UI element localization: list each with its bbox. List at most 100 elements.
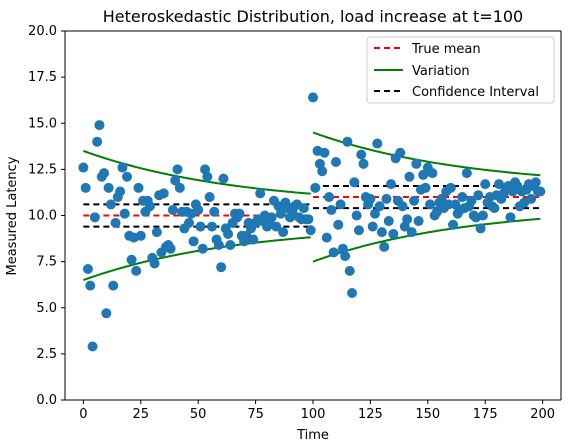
data-point [266, 212, 277, 223]
data-point [172, 164, 183, 175]
data-point [457, 192, 468, 203]
legend-variation-label: Variation [412, 64, 470, 79]
data-point [383, 216, 394, 227]
x-tick-label: 50 [190, 407, 207, 422]
data-point [358, 158, 369, 169]
data-point [158, 188, 169, 199]
data-point [149, 258, 160, 269]
data-point [225, 240, 236, 251]
y-tick-label: 15.0 [28, 116, 57, 131]
data-point [406, 227, 417, 238]
data-point [505, 212, 516, 223]
y-tick-label: 5.0 [36, 301, 57, 316]
data-point [402, 214, 413, 225]
data-point [108, 280, 119, 291]
data-point [184, 217, 194, 228]
data-point [202, 171, 213, 182]
data-point [333, 219, 344, 230]
y-tick-label: 7.5 [36, 255, 57, 270]
data-point [321, 232, 332, 243]
data-point [195, 221, 206, 232]
data-point [167, 204, 178, 215]
y-tick-label: 20.0 [28, 24, 57, 39]
data-point [99, 168, 110, 179]
data-point [370, 208, 380, 219]
data-point [110, 217, 121, 228]
data-point [298, 203, 309, 214]
data-point [535, 186, 546, 197]
data-point [234, 208, 245, 219]
data-point [413, 216, 424, 227]
data-point [365, 193, 376, 204]
data-point [197, 243, 208, 254]
data-point [204, 192, 215, 203]
data-point [404, 171, 415, 182]
y-axis-label: Measured Latency [5, 156, 20, 275]
data-point [133, 182, 144, 193]
y-tick-label: 17.5 [28, 70, 57, 85]
data-point [330, 156, 341, 167]
x-tick-label: 150 [415, 407, 440, 422]
data-point [317, 166, 328, 177]
data-point [87, 341, 98, 352]
data-point [206, 221, 217, 232]
data-point [427, 168, 438, 179]
data-point [255, 188, 266, 199]
x-axis-label: Time [296, 428, 329, 443]
variation-lower-curve [312, 217, 541, 263]
legend-box [366, 36, 555, 104]
data-point [473, 190, 484, 201]
data-point [319, 147, 330, 158]
data-point [342, 136, 353, 147]
x-tick-label: 25 [133, 407, 150, 422]
data-point [144, 201, 155, 212]
y-tick-label: 0.0 [36, 393, 57, 408]
data-point [117, 162, 128, 173]
data-point [395, 147, 406, 158]
legend-true-mean-label: True mean [411, 42, 481, 57]
data-point [78, 162, 89, 173]
data-point [248, 234, 259, 245]
y-tick-label: 10.0 [28, 209, 57, 224]
data-point [101, 308, 112, 319]
data-point [188, 236, 199, 247]
data-point [216, 262, 227, 273]
data-point [480, 179, 491, 190]
data-point [344, 265, 355, 276]
data-point [443, 199, 454, 210]
points-layer [78, 92, 546, 352]
data-point [335, 199, 346, 210]
data-point [80, 182, 91, 193]
data-point [372, 138, 383, 149]
data-point [85, 280, 96, 291]
data-point [174, 182, 185, 193]
legend-confidence-interval-label: Confidence Interval [412, 85, 539, 100]
data-point [131, 265, 142, 276]
data-point [213, 240, 224, 251]
data-point [356, 149, 367, 160]
y-tick-label: 2.5 [36, 347, 57, 362]
data-point [92, 136, 103, 147]
data-point [349, 177, 360, 188]
data-point [275, 208, 286, 219]
x-tick-label: 200 [530, 407, 555, 422]
ticks-layer: 0 25 50 75 100 125 150 175 200 0.0 2.5 5.0 7.5 10.0 12… [28, 24, 555, 422]
data-point [381, 193, 392, 204]
data-point [303, 214, 314, 225]
data-point [328, 247, 339, 258]
data-point [425, 199, 436, 210]
data-point [170, 175, 181, 186]
data-point [115, 186, 126, 197]
data-point [324, 192, 335, 203]
data-point [411, 158, 422, 169]
data-point [193, 204, 204, 215]
data-point [475, 223, 486, 234]
data-point [271, 221, 282, 232]
data-point [122, 171, 132, 182]
data-point [223, 228, 234, 239]
data-point [310, 182, 321, 193]
data-point [379, 241, 390, 252]
data-point [397, 201, 408, 212]
data-point [308, 92, 318, 103]
